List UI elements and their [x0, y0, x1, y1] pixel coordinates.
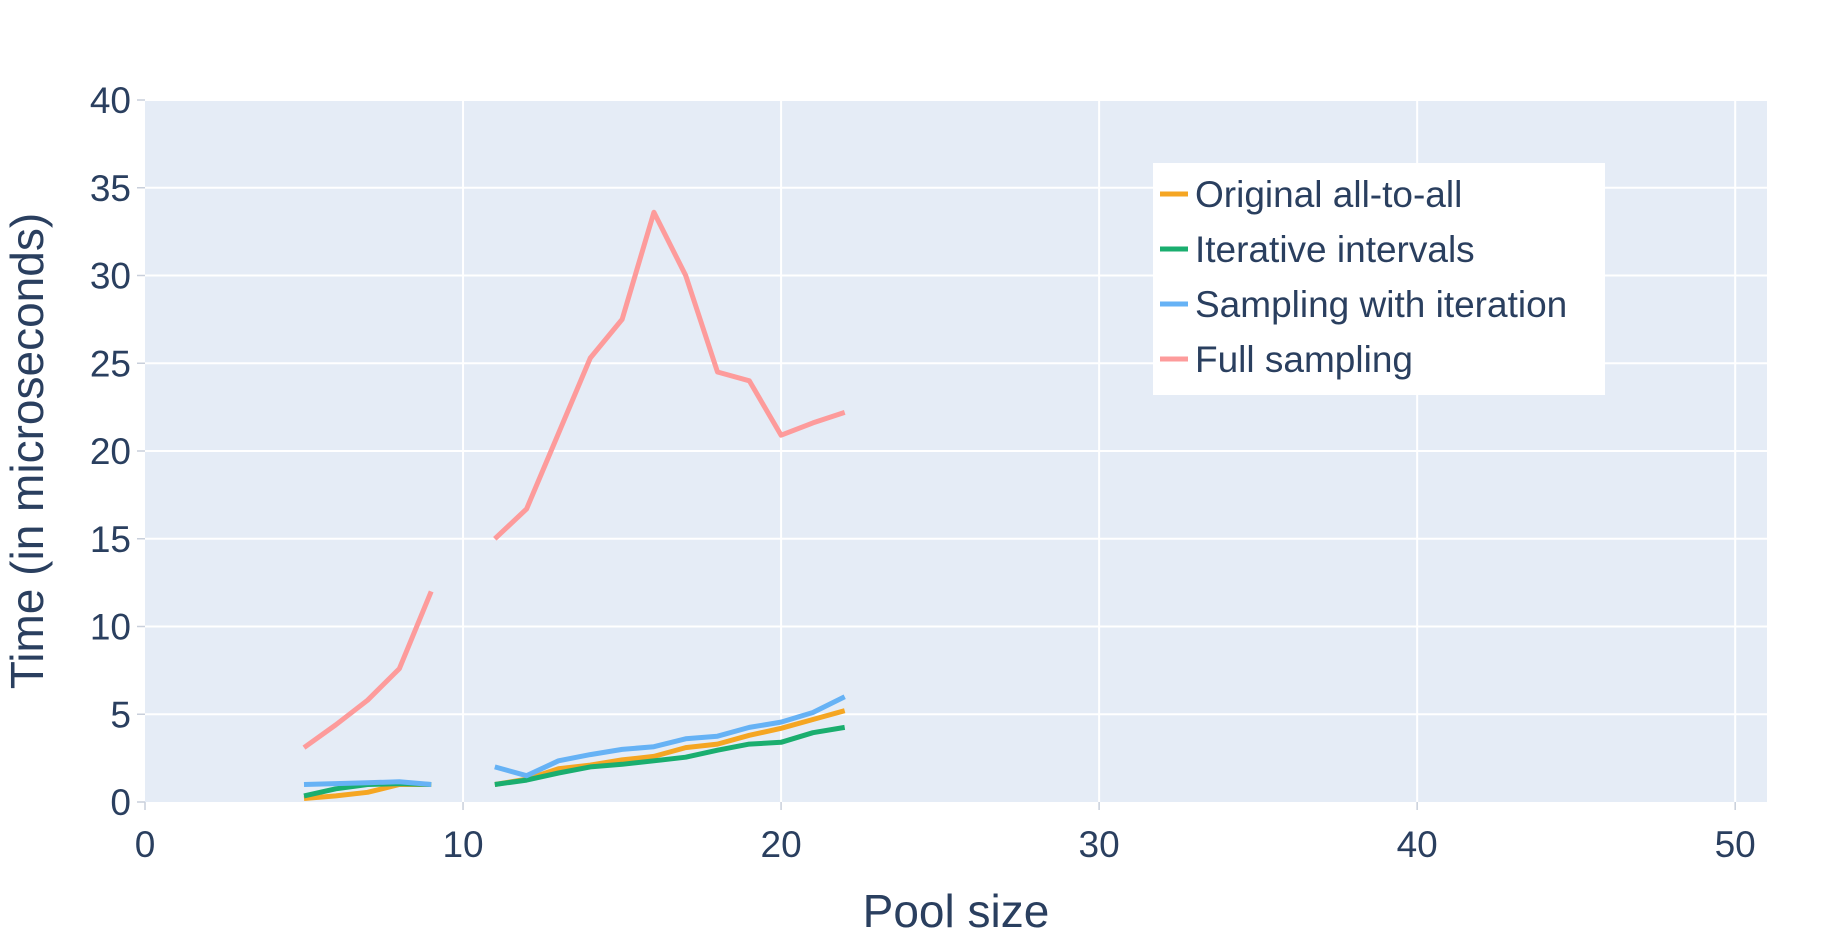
y-tick-label: 15 — [90, 519, 131, 560]
series-lines — [302, 209, 846, 801]
legend-label: Original all-to-all — [1195, 174, 1462, 215]
x-axis-title: Pool size — [863, 885, 1050, 933]
y-tick-label: 20 — [90, 431, 131, 472]
x-tick-label: 50 — [1715, 824, 1756, 865]
y-tick-label: 10 — [90, 607, 131, 648]
y-tick-label: 30 — [90, 256, 131, 297]
y-axis: 0 5 10 15 20 25 30 35 40 — [90, 80, 145, 823]
legend-label: Sampling with iteration — [1195, 284, 1567, 325]
x-tick-label: 20 — [761, 824, 802, 865]
series-line-4 — [302, 209, 846, 750]
y-tick-label: 5 — [110, 694, 131, 735]
x-tick-label: 10 — [442, 824, 483, 865]
y-tick-label: 0 — [110, 782, 131, 823]
x-tick-label: 40 — [1397, 824, 1438, 865]
y-tick-label: 25 — [90, 343, 131, 384]
y-axis-title: Time (in microseconds) — [1, 213, 53, 689]
legend-box — [1153, 163, 1605, 395]
legend-label: Full sampling — [1195, 339, 1413, 380]
x-tick-label: 30 — [1079, 824, 1120, 865]
legend-label: Iterative intervals — [1195, 229, 1475, 270]
x-axis: 0 10 20 30 40 50 — [135, 802, 1756, 865]
x-tick-label: 0 — [135, 824, 156, 865]
legend: Original all-to-all Iterative intervals Sa… — [1153, 163, 1605, 395]
y-tick-label: 40 — [90, 80, 131, 121]
series-line-3 — [303, 694, 846, 787]
y-tick-label: 35 — [90, 168, 131, 209]
